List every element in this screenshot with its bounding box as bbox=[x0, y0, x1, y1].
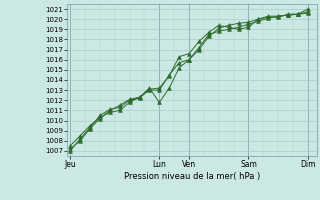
X-axis label: Pression niveau de la mer( hPa ): Pression niveau de la mer( hPa ) bbox=[124, 172, 260, 181]
